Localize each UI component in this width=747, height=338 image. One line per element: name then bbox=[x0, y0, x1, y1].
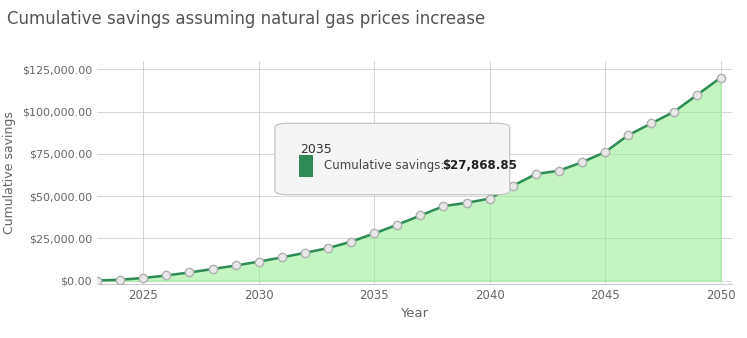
Y-axis label: Cumulative savings: Cumulative savings bbox=[4, 111, 16, 234]
Bar bbox=[299, 154, 313, 177]
Text: 2035: 2035 bbox=[300, 143, 332, 156]
X-axis label: Year: Year bbox=[400, 307, 429, 320]
Text: Cumulative savings assuming natural gas prices increase: Cumulative savings assuming natural gas … bbox=[7, 10, 486, 28]
Text: Cumulative savings:: Cumulative savings: bbox=[324, 159, 448, 172]
FancyBboxPatch shape bbox=[275, 123, 509, 195]
Text: $27,868.85: $27,868.85 bbox=[442, 159, 517, 172]
